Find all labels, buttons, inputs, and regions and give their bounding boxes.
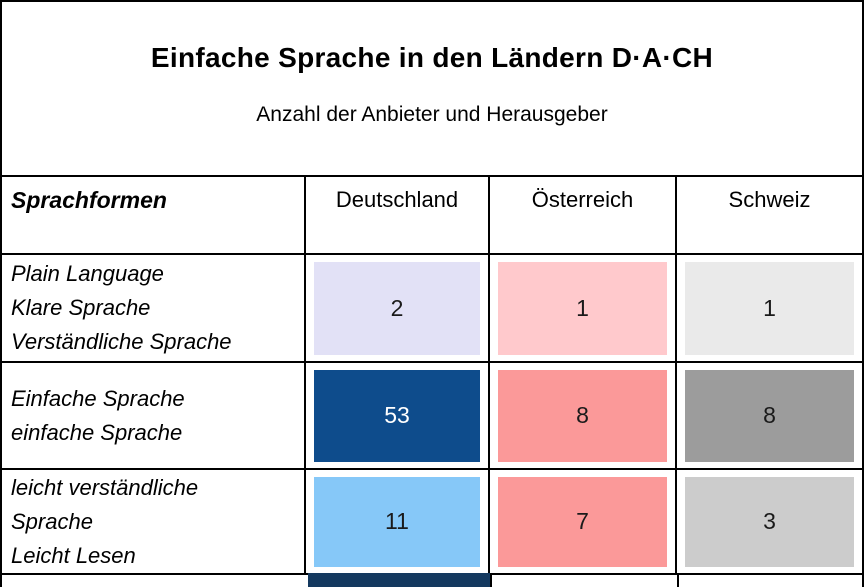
row-label-leicht-verstaendliche: leicht verständliche Sprache Leicht Lese…	[2, 470, 304, 573]
table-cell: 8	[677, 363, 862, 468]
column-grid-line	[490, 575, 492, 587]
cropped-next-row-strip	[2, 573, 862, 587]
figure-title: Einfache Sprache in den Ländern D·A·CH	[150, 42, 714, 73]
value-block-deutschland-row1: 2	[314, 261, 480, 355]
row-label-line: leicht verständliche	[11, 474, 199, 500]
row-label-line: Plain Language	[11, 261, 164, 286]
table-cell: 2	[306, 255, 488, 361]
row-label-line: Klare Sprache	[11, 295, 151, 320]
data-table: Sprachformen Deutschland Österreich Schw…	[2, 175, 862, 575]
value-block-oesterreich-row3: 7	[498, 476, 667, 567]
value-block-deutschland-row3: 11	[314, 476, 480, 567]
figure-subtitle: Anzahl der Anbieter und Herausgeber	[256, 103, 608, 126]
row-label-einfache-sprache: Einfache Sprache einfache Sprache	[2, 363, 304, 468]
table-cell: 1	[677, 255, 862, 361]
value-block-deutschland-row2: 53	[314, 369, 480, 462]
cropped-navy-block	[308, 573, 490, 587]
table-cell: 7	[490, 470, 675, 573]
table-cell: 11	[306, 470, 488, 573]
row-label-line: Sprache	[11, 508, 93, 534]
column-header-sprachformen: Sprachformen	[2, 177, 304, 253]
row-label-line: Leicht Lesen	[11, 542, 136, 568]
row-label-plain-language: Plain Language Klare Sprache Verständlic…	[2, 255, 304, 361]
value-block-schweiz-row2: 8	[685, 369, 854, 462]
row-label-line: Verständliche Sprache	[11, 329, 232, 354]
value-block-oesterreich-row1: 1	[498, 261, 667, 355]
column-header-oesterreich: Österreich	[490, 177, 675, 253]
table-cell: 1	[490, 255, 675, 361]
value-block-schweiz-row3: 3	[685, 476, 854, 567]
row-label-line: Einfache Sprache	[11, 385, 185, 411]
table-cell: 3	[677, 470, 862, 573]
value-block-oesterreich-row2: 8	[498, 369, 667, 462]
column-header-deutschland: Deutschland	[306, 177, 488, 253]
table-cell: 53	[306, 363, 488, 468]
column-grid-line	[677, 575, 679, 587]
value-block-schweiz-row1: 1	[685, 261, 854, 355]
title-section: Einfache Sprache in den Ländern D·A·CH A…	[2, 2, 862, 175]
column-header-schweiz: Schweiz	[677, 177, 862, 253]
row-label-line: einfache Sprache	[11, 419, 183, 445]
table-cell: 8	[490, 363, 675, 468]
